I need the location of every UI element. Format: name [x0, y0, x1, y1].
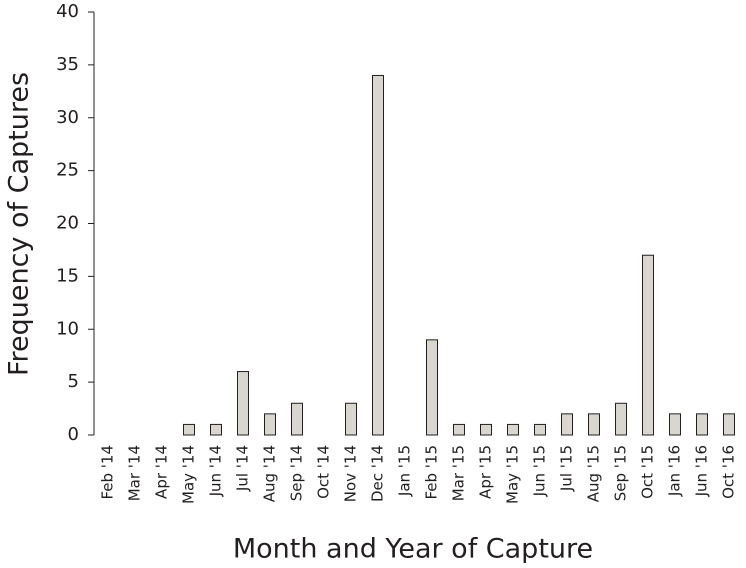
x-tick-label: Jun '14: [207, 445, 225, 497]
bar: [426, 339, 438, 436]
bar: [291, 402, 303, 436]
x-tick-label: Aug '14: [261, 445, 279, 502]
bar: [588, 413, 600, 436]
x-tick-label: Aug '15: [585, 445, 603, 502]
x-tick-label: Oct '15: [639, 445, 657, 499]
x-tick-label: Apr '14: [153, 445, 171, 499]
x-tick-label: May '15: [504, 445, 522, 504]
x-tick-label: Mar '15: [450, 445, 468, 501]
y-tick-label: 20: [56, 213, 79, 234]
x-tick-label: Nov '14: [342, 445, 360, 502]
bar: [615, 402, 627, 436]
y-tick-label: 35: [56, 54, 79, 75]
bar: [480, 423, 492, 436]
x-tick-label: Feb '14: [99, 445, 117, 500]
bar: [237, 371, 249, 436]
y-tick-label: 5: [68, 371, 79, 392]
y-tick-label: 25: [56, 160, 79, 181]
y-tick-label: 0: [68, 424, 79, 445]
x-tick-label: Mar '14: [126, 445, 144, 501]
x-tick-label: Sep '14: [288, 445, 306, 501]
x-tick-label: May '14: [180, 445, 198, 504]
x-tick-label: Jul '15: [558, 445, 576, 492]
bar: [696, 413, 708, 436]
bar: [264, 413, 276, 436]
y-tick-label: 10: [56, 318, 79, 339]
y-tick-label: 40: [56, 1, 79, 22]
bar: [210, 423, 222, 436]
bar: [507, 423, 519, 436]
bar: [723, 413, 735, 436]
x-tick-label: Dec '14: [369, 445, 387, 502]
x-tick-label: Sep '15: [612, 445, 630, 501]
x-tick-label: Oct '16: [720, 445, 738, 499]
bar: [453, 423, 465, 436]
bar: [372, 74, 384, 436]
bar: [642, 254, 654, 436]
x-tick-label: Oct '14: [315, 445, 333, 499]
y-tick-label: 15: [56, 265, 79, 286]
bar: [183, 423, 195, 436]
bar: [534, 423, 546, 436]
x-tick-label: Jun '16: [693, 445, 711, 497]
x-tick-label: Jan '15: [396, 445, 414, 497]
x-tick-label: Jun '15: [531, 445, 549, 497]
bar: [669, 413, 681, 436]
y-axis-title: Frequency of Captures: [4, 72, 35, 376]
y-tick-label: 30: [56, 107, 79, 128]
x-tick-label: Feb '15: [423, 445, 441, 500]
bar: [561, 413, 573, 436]
x-tick-label: Jan '16: [666, 445, 684, 497]
x-axis-title: Month and Year of Capture: [233, 534, 593, 565]
x-tick-label: Apr '15: [477, 445, 495, 499]
bar: [345, 402, 357, 436]
x-tick-label: Jul '14: [234, 445, 252, 492]
